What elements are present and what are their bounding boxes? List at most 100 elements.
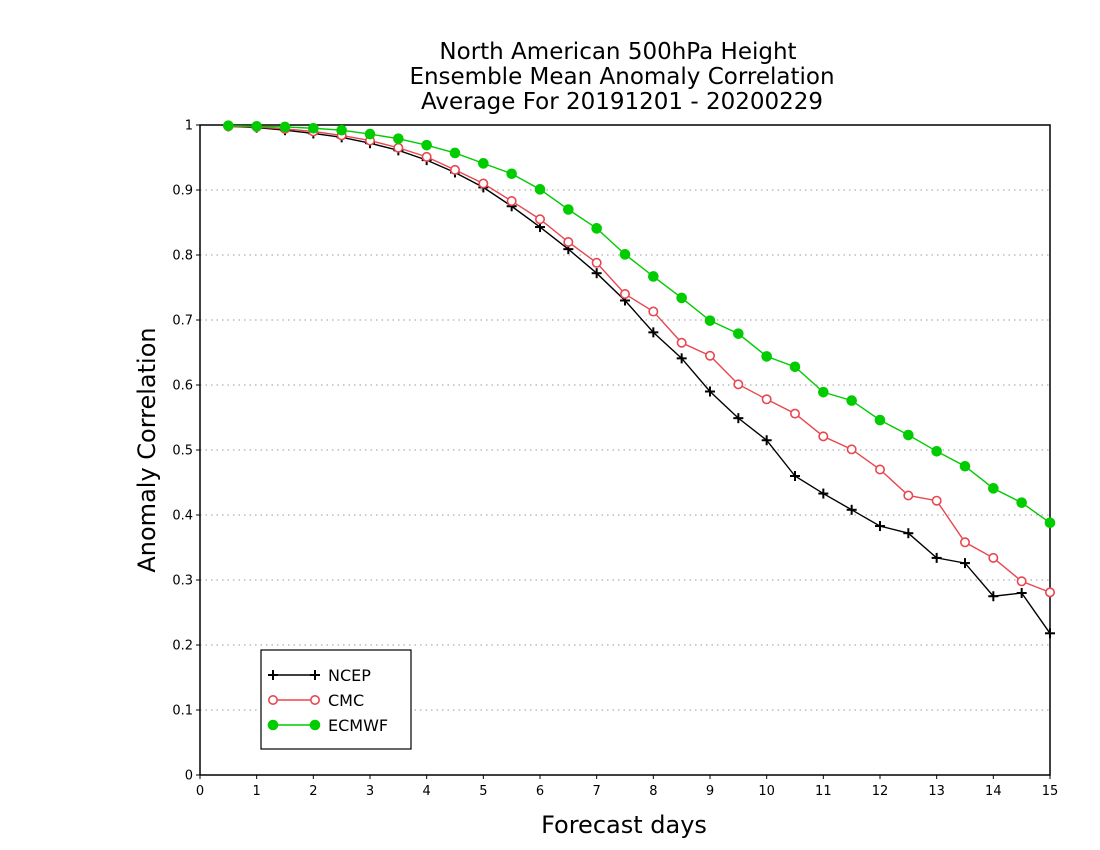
legend-item-ecmwf: ECMWF	[267, 716, 388, 735]
chart-title: North American 500hPa Height Ensemble Me…	[409, 39, 834, 115]
data-point-cmc	[704, 350, 715, 361]
legend-label: ECMWF	[328, 716, 388, 735]
data-point-ecmwf	[988, 483, 999, 494]
data-point-cmc	[846, 444, 857, 455]
data-point-ecmwf	[874, 414, 886, 426]
y-tick-label: 1	[185, 119, 193, 134]
data-point-ecmwf	[648, 271, 659, 282]
data-point-ecmwf	[506, 168, 517, 180]
data-point-cmc	[478, 178, 489, 189]
data-point-ncep	[931, 552, 942, 563]
y-axis-label: Anomaly Correlation	[133, 327, 161, 572]
legend-marker	[267, 694, 278, 705]
x-tick-label: 3	[366, 784, 374, 799]
legend: NCEP CMC ECMWF	[260, 649, 412, 750]
x-tick-label: 7	[593, 784, 601, 799]
y-tick-label: 0.7	[172, 314, 193, 329]
data-point-cmc	[1045, 587, 1056, 598]
series-ecmwf	[223, 120, 1056, 529]
data-point-cmc	[676, 337, 687, 348]
legend-marker	[309, 694, 320, 705]
data-point-ncep	[960, 558, 970, 569]
y-tick-label: 0.5	[172, 444, 193, 459]
y-tick-label: 0.2	[172, 639, 193, 654]
data-point-ecmwf	[761, 351, 772, 362]
data-point-ncep	[591, 268, 602, 279]
data-point-ncep	[903, 528, 914, 539]
data-point-ecmwf	[251, 121, 262, 132]
data-point-ecmwf	[421, 139, 432, 151]
data-point-ecmwf	[846, 395, 857, 406]
data-point-ecmwf	[393, 133, 404, 144]
data-point-ecmwf	[223, 120, 234, 131]
title-line-2: Ensemble Mean Anomaly Correlation	[409, 64, 834, 90]
legend-label: CMC	[328, 691, 364, 710]
data-point-ecmwf	[534, 184, 546, 195]
y-tick-label: 0.9	[172, 184, 193, 199]
data-point-ecmwf	[818, 386, 829, 398]
data-point-ncep	[676, 353, 687, 364]
y-tick-label: 0.4	[172, 509, 193, 524]
series-line-cmc	[228, 125, 1051, 594]
x-tick-label: 1	[253, 784, 261, 799]
data-point-ecmwf	[789, 361, 801, 373]
x-tick-label: 8	[649, 784, 657, 799]
x-tick-label: 5	[479, 784, 487, 799]
y-tick-label: 0.8	[172, 249, 193, 264]
grid	[200, 189, 1050, 711]
legend-marker	[310, 670, 320, 680]
data-point-ncep	[846, 504, 857, 515]
data-point-ecmwf	[279, 121, 291, 133]
series-line-ecmwf	[228, 124, 1051, 524]
x-tick-label: 14	[985, 784, 1002, 799]
data-point-ecmwf	[308, 122, 319, 134]
data-point-cmc	[506, 196, 517, 207]
data-point-ecmwf	[676, 292, 687, 304]
x-tick-label: 11	[815, 784, 832, 799]
data-point-ncep	[988, 591, 999, 602]
legend-item-ncep: NCEP	[268, 666, 371, 685]
legend-marker	[309, 719, 321, 731]
data-point-cmc	[874, 464, 885, 475]
data-point-ecmwf	[619, 249, 631, 260]
legend-label: NCEP	[328, 666, 371, 685]
series-cmc	[223, 121, 1056, 598]
data-point-cmc	[959, 537, 970, 548]
title-line-1: North American 500hPa Height	[439, 39, 796, 65]
data-point-ecmwf	[364, 128, 376, 140]
data-point-ncep	[1016, 588, 1027, 598]
data-point-ecmwf	[1016, 497, 1027, 508]
legend-marker	[268, 670, 278, 680]
x-tick-label: 9	[706, 784, 714, 799]
data-point-cmc	[591, 257, 602, 268]
data-point-cmc	[789, 408, 800, 419]
data-point-ecmwf	[903, 429, 914, 441]
y-tick-label: 0	[185, 769, 193, 784]
y-tick-label: 0.3	[172, 574, 193, 589]
x-tick-label: 12	[872, 784, 889, 799]
data-point-cmc	[393, 142, 404, 153]
data-point-cmc	[931, 495, 942, 506]
data-point-ncep	[1045, 628, 1055, 639]
data-point-cmc	[619, 288, 630, 299]
data-point-cmc	[818, 431, 829, 442]
x-tick-label: 10	[758, 784, 775, 799]
legend-marker	[267, 719, 279, 731]
x-tick-label: 6	[536, 784, 544, 799]
data-point-cmc	[988, 552, 999, 563]
data-point-cmc	[449, 164, 460, 175]
series-line-ncep	[228, 125, 1051, 634]
data-point-ncep	[648, 327, 659, 338]
x-tick-label: 4	[423, 784, 431, 799]
x-tick-label: 2	[309, 784, 317, 799]
data-point-ecmwf	[591, 223, 602, 234]
data-point-ecmwf	[478, 158, 489, 169]
data-point-ecmwf	[336, 124, 347, 136]
data-point-ncep	[875, 521, 885, 532]
data-point-ncep	[818, 488, 829, 499]
data-point-ncep	[733, 413, 744, 424]
data-point-cmc	[534, 214, 545, 225]
data-point-cmc	[903, 490, 914, 501]
x-axis-ticks: 0 1 2 3 4 5 6 7 8 9 10 11 12 13 14 15	[196, 775, 1058, 799]
